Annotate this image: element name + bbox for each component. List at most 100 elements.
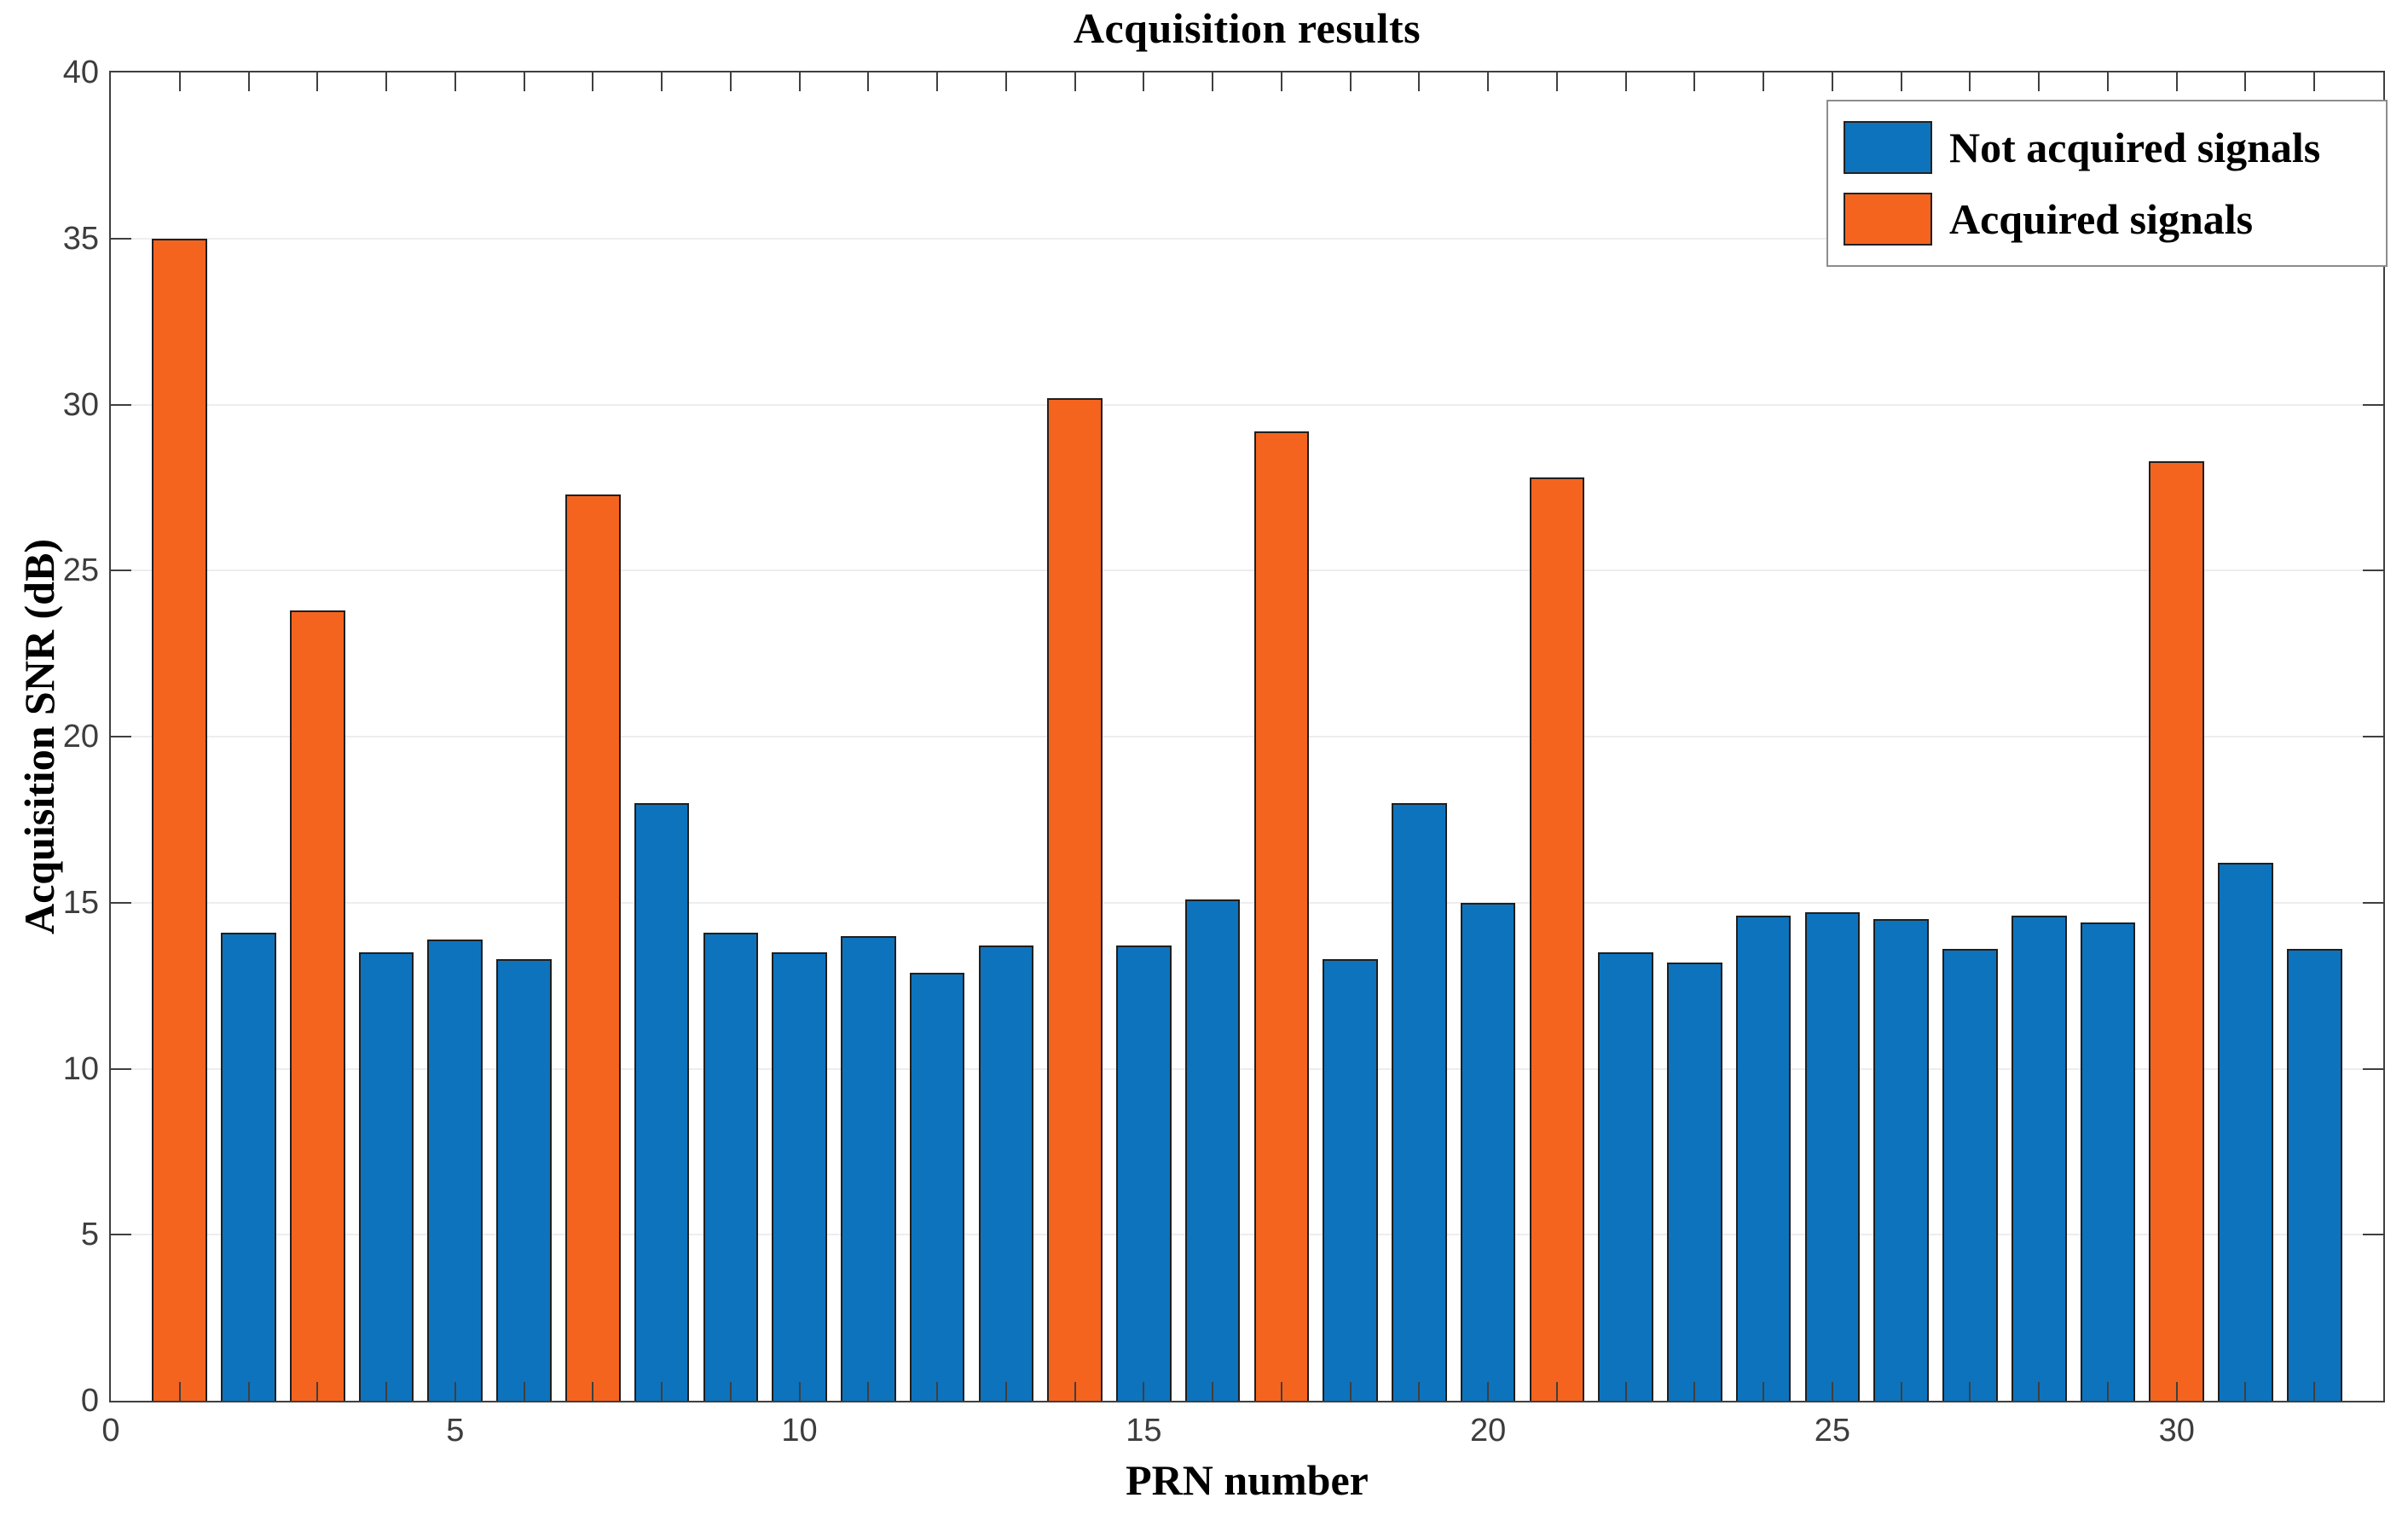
bar-prn-23 (1667, 962, 1722, 1401)
x-minor-tick-top-8 (661, 72, 663, 91)
x-minor-tick-top-21 (1555, 72, 1558, 91)
bar-prn-5 (427, 939, 483, 1401)
y-axis-label: Acquisition SNR (dB) (15, 539, 63, 934)
y-tick-right-20 (2363, 736, 2383, 737)
x-minor-tick-top-29 (2106, 72, 2109, 91)
bar-prn-21 (1529, 477, 1585, 1401)
x-minor-tick-bottom-18 (1349, 1382, 1352, 1401)
y-tick-left-15 (111, 901, 131, 904)
bar-prn-13 (978, 945, 1034, 1401)
x-minor-tick-top-13 (1004, 72, 1007, 91)
bar-prn-12 (909, 972, 965, 1401)
x-minor-tick-bottom-17 (1280, 1382, 1282, 1401)
x-minor-tick-bottom-25 (1831, 1382, 1833, 1401)
x-minor-tick-bottom-5 (454, 1382, 456, 1401)
legend-item-acquired: Acquired signals (1844, 193, 2386, 246)
x-tick-label-15: 15 (1126, 1413, 1162, 1449)
x-minor-tick-top-18 (1349, 72, 1352, 91)
x-minor-tick-top-32 (2313, 72, 2316, 91)
y-tick-label-30: 30 (62, 386, 99, 423)
gridline-y-20 (111, 736, 2383, 737)
x-minor-tick-top-7 (592, 72, 594, 91)
chart-title: Acquisition results (1073, 4, 1421, 52)
bar-prn-17 (1253, 431, 1310, 1401)
gridline-y-5 (111, 1234, 2383, 1236)
y-tick-right-5 (2363, 1234, 2383, 1236)
x-minor-tick-top-27 (1969, 72, 1971, 91)
legend-item-not_acquired: Not acquired signals (1844, 120, 2386, 174)
bar-prn-3 (289, 610, 345, 1401)
x-minor-tick-bottom-9 (729, 1382, 732, 1401)
bar-prn-18 (1323, 958, 1378, 1401)
y-tick-left-5 (111, 1234, 131, 1236)
legend-swatch-acquired (1844, 193, 1932, 246)
bar-prn-27 (1942, 949, 1998, 1401)
bar-prn-10 (772, 952, 827, 1401)
y-tick-label-0: 0 (80, 1383, 99, 1419)
bar-prn-15 (1116, 945, 1172, 1401)
bar-prn-2 (221, 932, 276, 1401)
x-minor-tick-top-1 (178, 72, 181, 91)
bar-prn-32 (2286, 949, 2342, 1401)
gridline-y-15 (111, 901, 2383, 904)
x-minor-tick-top-28 (2038, 72, 2040, 91)
x-minor-tick-top-19 (1418, 72, 1421, 91)
bar-prn-8 (634, 802, 690, 1401)
x-minor-tick-bottom-8 (661, 1382, 663, 1401)
x-minor-tick-bottom-7 (592, 1382, 594, 1401)
x-minor-tick-bottom-11 (867, 1382, 870, 1401)
y-tick-left-10 (111, 1067, 131, 1070)
legend-label-not_acquired: Not acquired signals (1949, 123, 2321, 171)
bar-prn-14 (1047, 397, 1103, 1401)
x-minor-tick-bottom-6 (523, 1382, 525, 1401)
y-tick-left-25 (111, 570, 131, 572)
x-minor-tick-top-20 (1487, 72, 1490, 91)
bar-prn-1 (152, 238, 208, 1401)
gridline-y-10 (111, 1067, 2383, 1070)
x-minor-tick-top-2 (247, 72, 250, 91)
y-tick-right-25 (2363, 570, 2383, 572)
x-minor-tick-top-11 (867, 72, 870, 91)
x-minor-tick-bottom-14 (1074, 1382, 1076, 1401)
x-minor-tick-bottom-26 (1900, 1382, 1902, 1401)
x-minor-tick-bottom-32 (2313, 1382, 2316, 1401)
x-minor-tick-top-9 (729, 72, 732, 91)
x-minor-tick-top-31 (2244, 72, 2247, 91)
y-tick-left-30 (111, 403, 131, 406)
y-tick-left-20 (111, 736, 131, 737)
x-tick-label-5: 5 (446, 1413, 465, 1449)
bar-prn-29 (2080, 922, 2136, 1401)
plot-area: 0 5 10 15 20 25 30 0 5 10 15 20 25 30 35 40 (63, 56, 2385, 1449)
y-tick-label-35: 35 (62, 220, 99, 257)
y-tick-right-30 (2363, 403, 2383, 406)
x-minor-tick-bottom-4 (385, 1382, 388, 1401)
legend: Not acquired signals Acquired signals (1826, 100, 2388, 267)
legend-label-acquired: Acquired signals (1949, 195, 2254, 244)
x-minor-tick-bottom-1 (178, 1382, 181, 1401)
x-minor-tick-top-6 (523, 72, 525, 91)
x-minor-tick-bottom-3 (316, 1382, 319, 1401)
bar-prn-30 (2149, 460, 2205, 1401)
bar-prn-4 (358, 952, 414, 1401)
x-minor-tick-top-23 (1693, 72, 1696, 91)
y-tick-left-35 (111, 237, 131, 240)
x-minor-tick-bottom-13 (1004, 1382, 1007, 1401)
y-tick-label-20: 20 (62, 719, 99, 755)
bar-prn-25 (1804, 912, 1861, 1401)
bar-prn-22 (1598, 952, 1653, 1401)
x-minor-tick-bottom-2 (247, 1382, 250, 1401)
bar-prn-31 (2218, 863, 2273, 1401)
x-minor-tick-bottom-29 (2106, 1382, 2109, 1401)
y-tick-label-25: 25 (62, 552, 99, 589)
y-tick-label-15: 15 (62, 884, 99, 921)
bar-prn-24 (1735, 916, 1792, 1401)
x-minor-tick-top-5 (454, 72, 456, 91)
y-tick-label-5: 5 (80, 1217, 99, 1253)
x-minor-tick-bottom-30 (2175, 1382, 2178, 1401)
x-tick-label-30: 30 (2158, 1413, 2195, 1449)
x-minor-tick-top-25 (1831, 72, 1833, 91)
x-minor-tick-bottom-22 (1624, 1382, 1627, 1401)
x-tick-label-25: 25 (1814, 1413, 1851, 1449)
x-minor-tick-bottom-15 (1143, 1382, 1145, 1401)
